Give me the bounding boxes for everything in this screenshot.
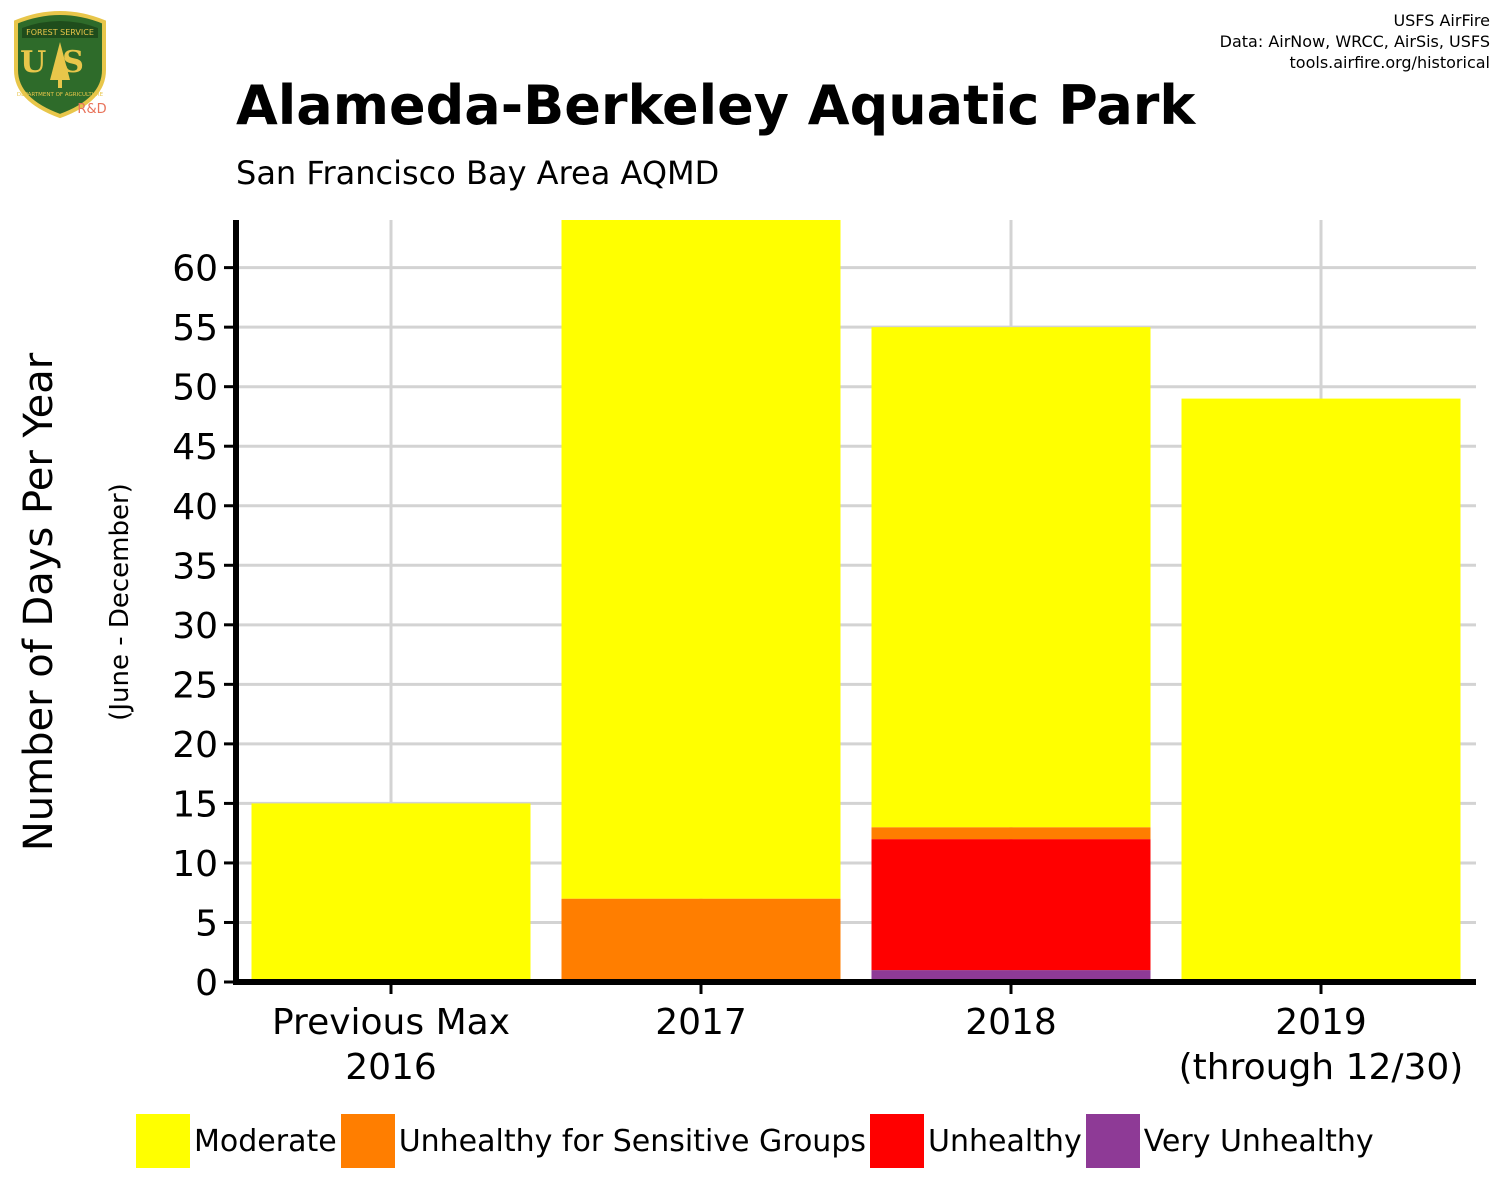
- legend: Moderate Unhealthy for Sensitive Groups Un…: [136, 1113, 1378, 1169]
- y-axis-title: Number of Days Per Year: [16, 352, 62, 851]
- legend-swatch: [870, 1114, 924, 1168]
- x-tick-label: Previous Max: [272, 1002, 510, 1043]
- y-tick-label: 55: [172, 308, 218, 349]
- y-tick-label: 0: [195, 963, 218, 1004]
- legend-item: Unhealthy: [870, 1114, 1082, 1168]
- bar-segment-moderate: [561, 220, 841, 899]
- bar-segment-unhealthy-for-sensitive-groups: [561, 898, 841, 982]
- x-tick-label: (through 12/30): [1179, 1047, 1464, 1088]
- y-tick-label: 20: [172, 725, 218, 766]
- y-tick-label: 35: [172, 546, 218, 587]
- x-tick-label: 2018: [965, 1002, 1057, 1043]
- axes: [233, 220, 1476, 985]
- legend-item: Moderate: [136, 1114, 337, 1168]
- bar-segment-moderate: [251, 803, 531, 982]
- y-tick-label: 45: [172, 427, 218, 468]
- x-tick-label: 2017: [655, 1002, 747, 1043]
- y-tick-label: 10: [172, 844, 218, 885]
- y-tick-label: 5: [195, 903, 218, 944]
- credit-line: USFS AirFire: [1393, 11, 1490, 30]
- y-tick-label: 50: [172, 368, 218, 409]
- bar-segment-moderate: [871, 327, 1151, 828]
- bar-segment-unhealthy: [871, 839, 1151, 971]
- logo-top-text: FOREST SERVICE: [26, 28, 94, 37]
- logo-rd: R&D: [77, 102, 106, 117]
- legend-label: Moderate: [194, 1123, 337, 1159]
- y-axis-subtitle: (June - December): [105, 483, 135, 721]
- y-tick-label: 25: [172, 665, 218, 706]
- bar-segment-unhealthy-for-sensitive-groups: [871, 827, 1151, 840]
- legend-swatch: [136, 1114, 190, 1168]
- logo-bottom-text: DEPARTMENT OF AGRICULTURE: [17, 92, 104, 98]
- tick-labels: 0 5 10 15 20 25 30 35 40 45 50 55 60 Previous Max2016…: [172, 249, 1463, 1088]
- y-tick-label: 60: [172, 249, 218, 290]
- credit-line: tools.airfire.org/historical: [1289, 53, 1490, 72]
- credit-line: Data: AirNow, WRCC, AirSis, USFS: [1219, 32, 1490, 51]
- legend-item: Unhealthy for Sensitive Groups: [340, 1114, 866, 1168]
- legend-item: Very Unhealthy: [1085, 1114, 1374, 1168]
- y-tick-label: 30: [172, 606, 218, 647]
- x-tick-label: 2019: [1275, 1002, 1367, 1043]
- chart-title: Alameda-Berkeley Aquatic Park: [236, 74, 1196, 137]
- legend-label: Very Unhealthy: [1143, 1123, 1374, 1159]
- legend-swatch: [340, 1114, 395, 1168]
- legend-swatch: [1085, 1114, 1140, 1168]
- bar-segment-very-unhealthy: [871, 970, 1151, 982]
- x-tick-label: 2016: [345, 1047, 437, 1088]
- bars: [251, 220, 1461, 982]
- legend-label: Unhealthy for Sensitive Groups: [398, 1123, 866, 1159]
- legend-label: Unhealthy: [928, 1123, 1082, 1159]
- y-tick-label: 15: [172, 784, 218, 825]
- forest-service-logo: FOREST SERVICE US DEPARTMENT OF AGRICULT…: [14, 11, 107, 119]
- bar-segment-moderate: [1181, 398, 1461, 982]
- chart-subtitle: San Francisco Bay Area AQMD: [236, 154, 720, 192]
- y-tick-label: 40: [172, 487, 218, 528]
- credits: USFS AirFire Data: AirNow, WRCC, AirSis,…: [1220, 10, 1490, 73]
